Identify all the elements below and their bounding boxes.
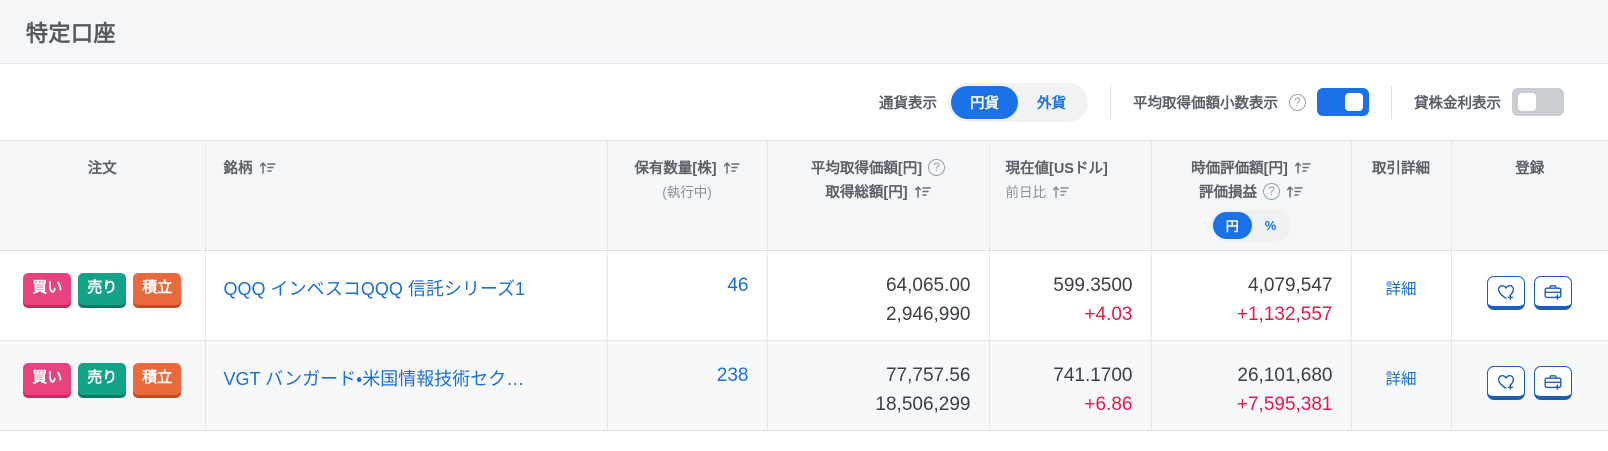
cell-register xyxy=(1451,340,1608,431)
trade-detail-link[interactable]: 詳細 xyxy=(1385,281,1417,298)
lending-rate-toggle[interactable] xyxy=(1512,88,1564,116)
table-row: 買い 売り 積立 QQQ インベスコQQQ 信託シリーズ1 46 64,065.… xyxy=(0,250,1608,341)
currency-segmented-control[interactable]: 円貨 外貨 xyxy=(948,82,1088,122)
lending-rate-label: 貸株金利表示 xyxy=(1414,95,1501,112)
market-value-value: 26,101,680 xyxy=(1237,365,1333,386)
column-label-quantity: 保有数量[株] xyxy=(634,161,717,177)
symbol-link[interactable]: QQQ インベスコQQQ 信託シリーズ1 xyxy=(223,279,525,299)
column-label-register: 登録 xyxy=(1515,161,1545,177)
quantity-value[interactable]: 46 xyxy=(727,275,749,296)
cell-trade-detail: 詳細 xyxy=(1351,340,1452,431)
market-value-value: 4,079,547 xyxy=(1247,275,1333,296)
lending-rate-group: 貸株金利表示 xyxy=(1392,88,1586,116)
trade-detail-link[interactable]: 詳細 xyxy=(1385,371,1417,388)
sell-button[interactable]: 売り xyxy=(78,273,127,305)
sort-ascending-icon[interactable] xyxy=(1294,160,1311,175)
column-label-unrealized-pl: 評価損益 xyxy=(1199,185,1257,201)
portfolio-plus-icon[interactable] xyxy=(1534,366,1573,400)
display-options-toolbar: 通貨表示 円貨 外貨 平均取得価額小数表示 ? 貸株金利表示 xyxy=(0,64,1608,140)
current-price-value: 599.3500 xyxy=(1053,275,1133,296)
sort-ascending-icon[interactable] xyxy=(1286,184,1303,199)
toolbar-divider xyxy=(1110,85,1111,119)
toggle-knob xyxy=(1345,93,1363,111)
unrealized-pl-value: +1,132,557 xyxy=(1236,304,1333,326)
column-label-day-change: 前日比 xyxy=(1005,185,1047,200)
table-row: 買い 売り 積立 VGT バンガード・米国情報技術セク… 238 77,757.… xyxy=(0,340,1608,431)
holdings-table: 注文 銘柄 xyxy=(0,140,1608,431)
cell-symbol: QQQ インベスコQQQ 信託シリーズ1 xyxy=(205,250,608,341)
cell-avg-price: 64,065.00 2,946,990 xyxy=(767,250,990,341)
column-header-current-price: 現在値[USドル] 前日比 xyxy=(989,140,1152,251)
help-circle-icon[interactable]: ? xyxy=(1263,183,1280,200)
cell-symbol: VGT バンガード・米国情報技術セク… xyxy=(205,340,608,431)
help-circle-icon[interactable]: ? xyxy=(928,159,946,176)
column-label-avg-price: 平均取得価額[円] xyxy=(810,161,923,177)
avg-price-value: 77,757.56 xyxy=(885,365,971,386)
total-cost-value: 18,506,299 xyxy=(875,394,971,416)
cell-quantity: 46 xyxy=(607,250,768,341)
cell-current-price: 599.3500 +4.03 xyxy=(989,250,1152,341)
cell-register xyxy=(1451,250,1608,341)
buy-button[interactable]: 買い xyxy=(23,363,72,395)
column-header-symbol: 銘柄 xyxy=(205,140,608,251)
help-circle-icon[interactable]: ? xyxy=(1289,93,1306,111)
column-label-market-value: 時価評価額[円] xyxy=(1191,161,1288,177)
column-header-avg-price: 平均取得価額[円] ? 取得総額[円] xyxy=(767,140,990,251)
buy-button[interactable]: 買い xyxy=(23,273,72,305)
currency-option-yen[interactable]: 円貨 xyxy=(951,85,1018,119)
quantity-value[interactable]: 238 xyxy=(716,365,749,386)
cell-avg-price: 77,757.56 18,506,299 xyxy=(767,340,990,431)
portfolio-plus-icon[interactable] xyxy=(1534,276,1573,310)
cell-order-actions: 買い 売り 積立 xyxy=(0,250,206,341)
currency-display-group: 通貨表示 円貨 外貨 xyxy=(857,82,1110,122)
sell-button[interactable]: 売り xyxy=(78,363,127,395)
cell-order-actions: 買い 売り 積立 xyxy=(0,340,206,431)
column-header-register: 登録 xyxy=(1451,140,1608,251)
day-change-value: +4.03 xyxy=(1084,304,1133,326)
cell-quantity: 238 xyxy=(607,340,768,431)
pl-unit-segmented-control[interactable]: 円 % xyxy=(1210,210,1292,241)
column-label-trade-detail: 取引詳細 xyxy=(1372,161,1430,177)
accumulate-button[interactable]: 積立 xyxy=(133,363,182,395)
column-header-quantity: 保有数量[株] (執行中) xyxy=(607,140,768,251)
column-label-total-cost: 取得総額[円] xyxy=(825,185,908,201)
cell-trade-detail: 詳細 xyxy=(1351,250,1452,341)
column-label-current-price: 現在値[USドル] xyxy=(1005,161,1108,177)
column-label-order: 注文 xyxy=(87,161,117,177)
unrealized-pl-value: +7,595,381 xyxy=(1236,394,1333,416)
avg-price-decimal-toggle[interactable] xyxy=(1317,88,1369,116)
symbol-link[interactable]: VGT バンガード・米国情報技術セク… xyxy=(223,369,525,389)
avg-price-decimal-label: 平均取得価額小数表示 xyxy=(1133,95,1278,112)
heart-plus-icon[interactable] xyxy=(1487,276,1526,310)
cell-market-value: 4,079,547 +1,132,557 xyxy=(1151,250,1352,341)
pl-unit-option-yen[interactable]: 円 xyxy=(1212,212,1252,239)
section-header: 特定口座 xyxy=(0,0,1608,64)
sort-ascending-icon[interactable] xyxy=(259,160,276,175)
column-sublabel-quantity-pending: (執行中) xyxy=(662,185,712,200)
column-header-order: 注文 xyxy=(0,140,206,251)
currency-display-label: 通貨表示 xyxy=(879,95,937,112)
sort-ascending-icon[interactable] xyxy=(914,184,931,199)
total-cost-value: 2,946,990 xyxy=(885,304,971,326)
toggle-knob xyxy=(1518,93,1536,111)
column-label-symbol: 銘柄 xyxy=(223,161,253,177)
toolbar-divider xyxy=(1391,85,1392,119)
pl-unit-option-percent[interactable]: % xyxy=(1264,218,1277,233)
cell-market-value: 26,101,680 +7,595,381 xyxy=(1151,340,1352,431)
avg-price-decimal-group: 平均取得価額小数表示 ? xyxy=(1111,88,1391,116)
sort-ascending-icon[interactable] xyxy=(723,160,740,175)
column-header-market-value: 時価評価額[円] 評価損益 ? xyxy=(1151,140,1352,251)
sort-ascending-icon[interactable] xyxy=(1052,184,1069,199)
column-header-trade-detail: 取引詳細 xyxy=(1351,140,1452,251)
cell-current-price: 741.1700 +6.86 xyxy=(989,340,1152,431)
currency-option-foreign[interactable]: 外貨 xyxy=(1037,95,1066,112)
avg-price-value: 64,065.00 xyxy=(885,275,971,296)
table-header-row: 注文 銘柄 xyxy=(0,140,1608,251)
current-price-value: 741.1700 xyxy=(1053,365,1133,386)
heart-plus-icon[interactable] xyxy=(1487,366,1526,400)
accumulate-button[interactable]: 積立 xyxy=(133,273,182,305)
day-change-value: +6.86 xyxy=(1084,394,1133,416)
page-title: 特定口座 xyxy=(26,20,117,46)
